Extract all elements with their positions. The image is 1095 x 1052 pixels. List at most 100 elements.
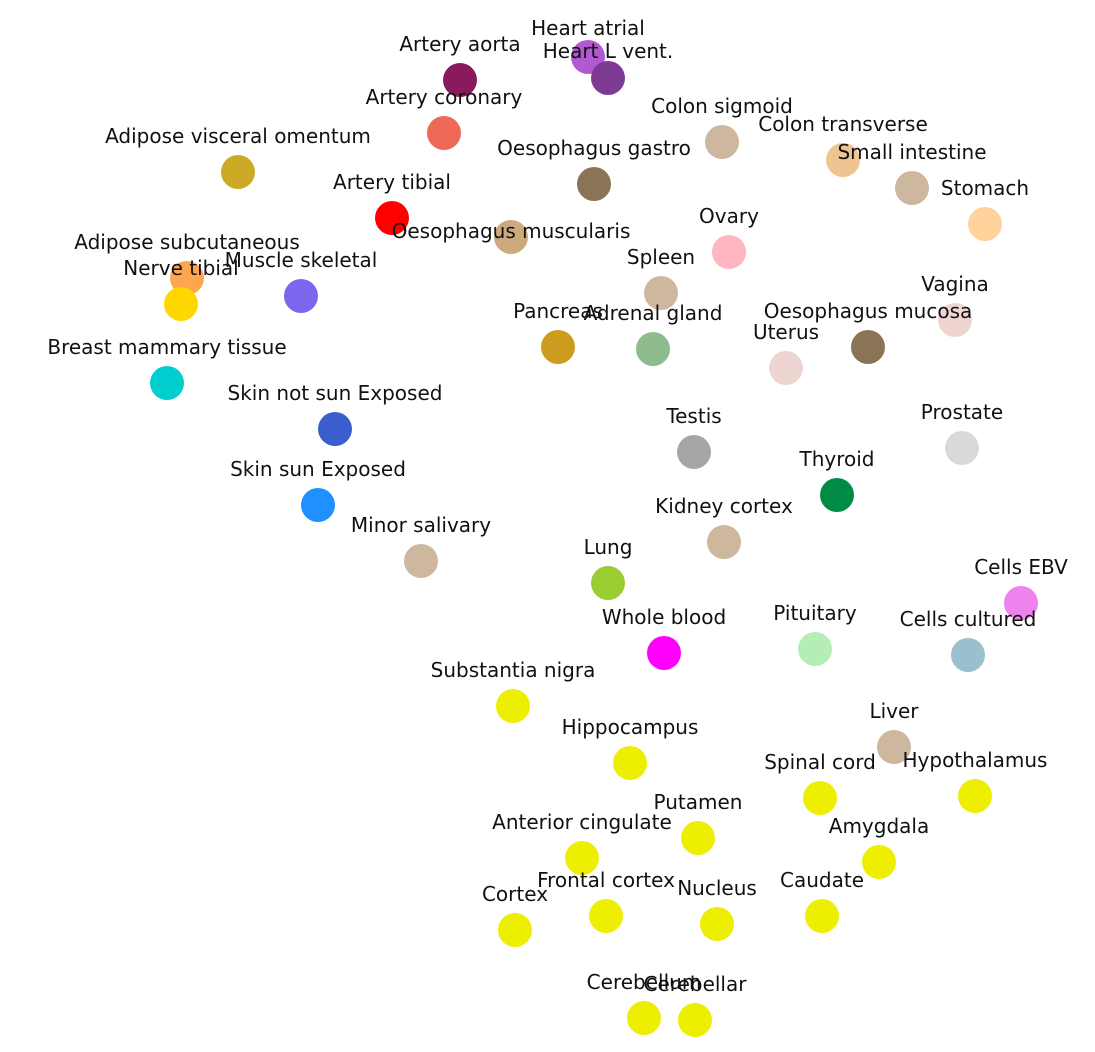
label-uterus: Uterus: [753, 320, 819, 344]
label-liver: Liver: [869, 699, 919, 723]
label-oesophagus-gastro: Oesophagus gastro: [497, 136, 691, 160]
point-anterior-cingulate: [565, 841, 599, 875]
label-small-intestine: Small intestine: [837, 140, 986, 164]
point-artery-aorta: [443, 63, 477, 97]
label-hippocampus: Hippocampus: [562, 715, 699, 739]
label-substantia-nigra: Substantia nigra: [431, 658, 596, 682]
point-pituitary: [798, 632, 832, 666]
point-adipose-subcutaneous: [170, 261, 204, 295]
points-layer: [150, 40, 1038, 1037]
point-stomach: [968, 207, 1002, 241]
label-oesophagus-muscularis: Oesophagus muscularis: [392, 219, 631, 243]
point-oesophagus-gastro: [577, 167, 611, 201]
label-skin-sun-exposed: Skin sun Exposed: [230, 457, 406, 481]
point-lung: [591, 566, 625, 600]
label-nucleus: Nucleus: [677, 876, 757, 900]
label-skin-not-sun-exposed: Skin not sun Exposed: [228, 381, 443, 405]
point-amygdala: [862, 845, 896, 879]
label-adrenal-gland: Adrenal gland: [584, 301, 723, 325]
label-spinal-cord: Spinal cord: [764, 750, 876, 774]
point-hippocampus: [613, 746, 647, 780]
label-oesophagus-mucosa: Oesophagus mucosa: [764, 299, 973, 323]
point-thyroid: [820, 478, 854, 512]
label-minor-salivary: Minor salivary: [351, 513, 491, 537]
label-putamen: Putamen: [654, 790, 743, 814]
label-spleen: Spleen: [627, 245, 695, 269]
point-cells-ebv: [1004, 586, 1038, 620]
label-colon-transverse: Colon transverse: [758, 112, 928, 136]
point-breast-mammary-tissue: [150, 366, 184, 400]
label-cells-cultured: Cells cultured: [900, 607, 1037, 631]
label-lung: Lung: [584, 535, 633, 559]
point-nucleus: [700, 907, 734, 941]
point-ovary: [712, 235, 746, 269]
point-hypothalamus: [958, 779, 992, 813]
point-whole-blood: [647, 636, 681, 670]
label-cells-ebv: Cells EBV: [974, 555, 1068, 579]
point-cerebellum: [627, 1001, 661, 1035]
point-testis: [677, 435, 711, 469]
point-adrenal-gland: [636, 332, 670, 366]
label-artery-aorta: Artery aorta: [399, 32, 520, 56]
point-frontal-cortex: [589, 899, 623, 933]
point-oesophagus-mucosa: [851, 330, 885, 364]
label-adipose-visceral-omentum: Adipose visceral omentum: [105, 124, 371, 148]
point-cortex: [498, 913, 532, 947]
label-colon-sigmoid: Colon sigmoid: [651, 94, 793, 118]
point-cerebellar: [678, 1003, 712, 1037]
point-skin-sun-exposed: [301, 488, 335, 522]
label-prostate: Prostate: [921, 400, 1003, 424]
point-cells-cultured: [951, 638, 985, 672]
label-kidney-cortex: Kidney cortex: [655, 494, 793, 518]
label-breast-mammary-tissue: Breast mammary tissue: [47, 335, 286, 359]
point-substantia-nigra: [496, 689, 530, 723]
point-oesophagus-muscularis: [494, 220, 528, 254]
label-stomach: Stomach: [941, 176, 1029, 200]
label-adipose-subcutaneous: Adipose subcutaneous: [74, 230, 299, 254]
label-anterior-cingulate: Anterior cingulate: [492, 810, 672, 834]
point-kidney-cortex: [707, 525, 741, 559]
point-skin-not-sun-exposed: [318, 412, 352, 446]
point-uterus: [769, 351, 803, 385]
label-heart-l-vent: Heart L vent.: [543, 39, 674, 63]
label-cerebellar: Cerebellar: [644, 972, 748, 996]
label-vagina: Vagina: [921, 272, 989, 296]
label-ovary: Ovary: [699, 204, 759, 228]
label-nerve-tibial: Nerve tibial: [123, 256, 238, 280]
point-colon-transverse: [826, 143, 860, 177]
point-heart-l-vent: [591, 61, 625, 95]
point-adipose-visceral-omentum: [221, 155, 255, 189]
point-putamen: [681, 821, 715, 855]
label-artery-coronary: Artery coronary: [366, 85, 523, 109]
label-heart-atrial: Heart atrial: [531, 16, 645, 40]
label-pancreas: Pancreas: [513, 299, 603, 323]
label-frontal-cortex: Frontal cortex: [537, 868, 675, 892]
label-testis: Testis: [665, 404, 721, 428]
point-pancreas: [541, 330, 575, 364]
point-minor-salivary: [404, 544, 438, 578]
label-hypothalamus: Hypothalamus: [903, 748, 1048, 772]
label-pituitary: Pituitary: [773, 601, 857, 625]
point-nerve-tibial: [164, 287, 198, 321]
point-artery-coronary: [427, 116, 461, 150]
point-artery-tibial: [375, 201, 409, 235]
label-cerebellum: Cerebellum: [587, 970, 702, 994]
point-muscle-skeletal: [284, 279, 318, 313]
point-prostate: [945, 431, 979, 465]
label-whole-blood: Whole blood: [602, 605, 726, 629]
label-muscle-skeletal: Muscle skeletal: [225, 248, 378, 272]
label-caudate: Caudate: [780, 868, 864, 892]
label-thyroid: Thyroid: [799, 447, 875, 471]
point-vagina: [938, 303, 972, 337]
point-liver: [877, 730, 911, 764]
point-small-intestine: [895, 171, 929, 205]
point-caudate: [805, 899, 839, 933]
point-spleen: [644, 276, 678, 310]
label-amygdala: Amygdala: [829, 814, 929, 838]
label-artery-tibial: Artery tibial: [333, 170, 451, 194]
label-cortex: Cortex: [482, 882, 548, 906]
point-spinal-cord: [803, 781, 837, 815]
point-colon-sigmoid: [705, 125, 739, 159]
